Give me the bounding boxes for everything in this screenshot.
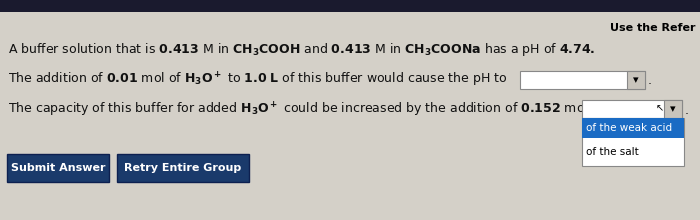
Text: of the weak acid: of the weak acid <box>586 123 672 133</box>
Bar <box>627 71 645 89</box>
Text: Submit Answer: Submit Answer <box>10 163 105 173</box>
Bar <box>0 0 700 12</box>
Text: .: . <box>648 73 652 86</box>
Text: Use the Refer: Use the Refer <box>610 23 695 33</box>
FancyBboxPatch shape <box>117 154 249 182</box>
Text: ↖: ↖ <box>656 103 664 113</box>
Bar <box>582 118 684 138</box>
Text: The capacity of this buffer for added $\mathbf{H_3O^+}$ could be increased by th: The capacity of this buffer for added $\… <box>8 101 588 119</box>
Text: ▾: ▾ <box>670 104 676 114</box>
Bar <box>520 71 645 89</box>
Bar <box>582 118 684 166</box>
FancyBboxPatch shape <box>7 154 109 182</box>
Bar <box>664 100 682 118</box>
Text: The addition of $\mathbf{0.01}$ mol of $\mathbf{H_3O^+}$ to $\mathbf{1.0\ L}$ of: The addition of $\mathbf{0.01}$ mol of $… <box>8 71 507 89</box>
Text: A buffer solution that is $\mathbf{0.413}$ M in $\mathbf{CH_3COOH}$ and $\mathbf: A buffer solution that is $\mathbf{0.413… <box>8 42 596 59</box>
Text: of the salt: of the salt <box>586 147 638 157</box>
Bar <box>582 100 682 118</box>
Text: .: . <box>685 103 689 117</box>
Text: ▾: ▾ <box>634 75 639 85</box>
Text: Retry Entire Group: Retry Entire Group <box>125 163 242 173</box>
